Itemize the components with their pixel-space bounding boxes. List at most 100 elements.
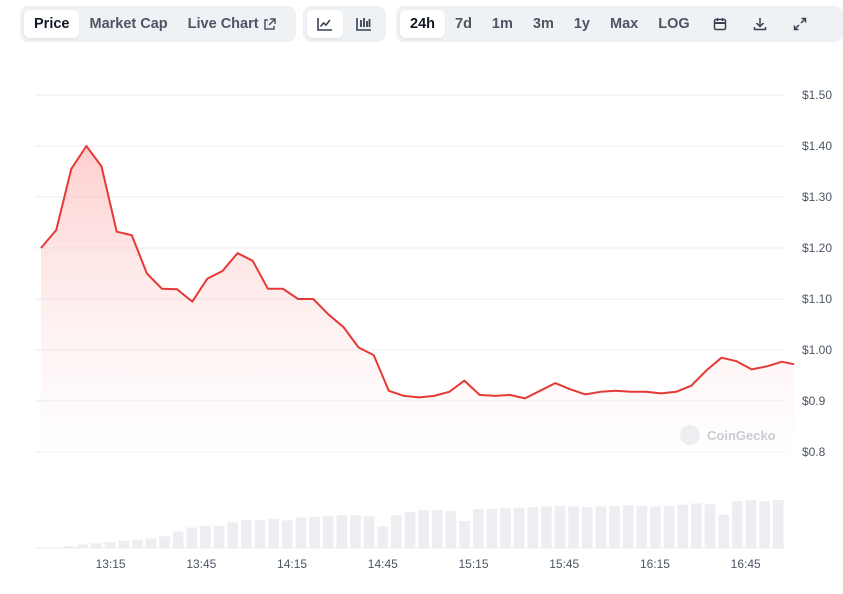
- price-line: [40, 145, 795, 400]
- volume-bar: [663, 505, 675, 548]
- candlestick-chart-button[interactable]: [346, 10, 382, 38]
- range-3m[interactable]: 3m: [532, 16, 554, 32]
- volume-bar: [118, 540, 129, 548]
- external-link-icon: [263, 17, 276, 31]
- range-log[interactable]: LOG: [658, 16, 690, 32]
- volume-bar: [363, 516, 375, 548]
- volume-bar: [459, 521, 470, 548]
- volume-bar: [91, 543, 102, 548]
- range-max[interactable]: Max: [610, 16, 639, 32]
- fullscreen-button[interactable]: [780, 10, 820, 38]
- volume-bar: [745, 500, 757, 548]
- data-type-tabs: Price Market Cap Live Chart: [20, 6, 296, 42]
- y-axis-ticks: $1.50 $1.40 $1.30 $1.20 $1.10 $1.00 $0.9 $0.8: [802, 88, 832, 459]
- volume-bar: [704, 504, 716, 548]
- volume-bar: [541, 506, 552, 548]
- watermark-text: CoinGecko: [707, 428, 776, 443]
- line-chart-icon: [317, 17, 333, 31]
- volume-bar: [241, 519, 252, 548]
- y-tick-label: $1.40: [802, 139, 832, 153]
- watermark: CoinGecko: [680, 425, 776, 445]
- volume-bar: [131, 539, 143, 548]
- range-7d[interactable]: 7d: [455, 16, 472, 32]
- x-tick-label: 13:45: [186, 557, 216, 571]
- x-tick-label: 14:15: [277, 557, 307, 571]
- volume-bar: [309, 516, 320, 548]
- line-chart-button[interactable]: [307, 10, 343, 38]
- volume-bar: [77, 544, 89, 548]
- volume-bar: [404, 511, 416, 548]
- range-24h[interactable]: 24h: [400, 10, 445, 38]
- volume-bar: [677, 504, 689, 548]
- calendar-icon: [713, 17, 727, 31]
- calendar-button[interactable]: [700, 10, 740, 38]
- live-chart-label: Live Chart: [187, 16, 259, 32]
- volume-bar: [581, 507, 593, 548]
- volume-bar: [322, 516, 334, 548]
- volume-bar: [186, 527, 198, 548]
- x-tick-label: 16:45: [731, 557, 761, 571]
- volume-bar: [772, 500, 784, 548]
- volume-bar: [486, 508, 498, 548]
- expand-icon: [793, 17, 807, 31]
- x-axis-ticks: 13:15 13:45 14:15 14:45 15:15 15:45 16:15 16:45: [96, 557, 761, 571]
- volume-bar: [691, 503, 702, 548]
- volume-bar: [336, 515, 348, 548]
- y-tick-label: $0.8: [802, 445, 826, 459]
- volume-bar: [159, 536, 170, 548]
- range-selector: 24h 7d 1m 3m 1y Max LOG: [396, 6, 843, 42]
- volume-bar: [391, 515, 402, 548]
- volume-bar: [513, 507, 525, 548]
- x-tick-label: 13:15: [96, 557, 126, 571]
- volume-bar: [36, 547, 48, 548]
- price-area-fill: [41, 146, 795, 452]
- y-tick-label: $1.50: [802, 88, 832, 102]
- volume-bar: [200, 525, 211, 548]
- volume-bar: [431, 509, 443, 548]
- tab-price[interactable]: Price: [24, 10, 80, 38]
- y-tick-label: $1.20: [802, 241, 832, 255]
- volume-bar: [50, 547, 61, 548]
- volume-bar: [377, 526, 389, 548]
- download-icon: [753, 17, 767, 31]
- volume-bar: [472, 509, 484, 548]
- y-tick-label: $0.9: [802, 394, 826, 408]
- volume-bar: [718, 514, 729, 548]
- volume-bar: [213, 525, 225, 548]
- volume-bar: [63, 546, 75, 548]
- x-tick-label: 15:45: [549, 557, 579, 571]
- range-1y[interactable]: 1y: [573, 16, 590, 32]
- tab-market-cap[interactable]: Market Cap: [89, 16, 168, 32]
- volume-bars: [35, 500, 785, 549]
- volume-bar: [759, 501, 770, 548]
- x-tick-label: 16:15: [640, 557, 670, 571]
- volume-bar: [636, 505, 648, 548]
- volume-bar: [172, 531, 184, 548]
- range-1m[interactable]: 1m: [491, 16, 513, 32]
- x-tick-label: 15:15: [458, 557, 488, 571]
- volume-bar: [731, 501, 743, 548]
- chart-type-toggle: [303, 6, 386, 42]
- volume-bar: [554, 505, 566, 548]
- volume-bar: [595, 506, 607, 548]
- y-tick-label: $1.10: [802, 292, 832, 306]
- volume-bar: [609, 505, 620, 548]
- volume-bar: [568, 506, 579, 548]
- volume-bar: [254, 519, 266, 548]
- volume-bar: [418, 509, 429, 548]
- candlestick-chart-icon: [356, 17, 372, 31]
- volume-bar: [295, 517, 307, 548]
- price-area: [40, 145, 795, 452]
- volume-bar: [445, 511, 457, 548]
- volume-bar: [281, 520, 293, 548]
- coingecko-logo-icon: [680, 425, 700, 445]
- volume-bar: [227, 522, 239, 548]
- tab-live-chart[interactable]: Live Chart: [178, 10, 286, 38]
- volume-bar: [527, 507, 539, 548]
- y-tick-label: $1.00: [802, 343, 832, 357]
- volume-bar: [650, 506, 661, 548]
- download-button[interactable]: [740, 10, 780, 38]
- volume-bar: [268, 518, 279, 548]
- volume-bar: [350, 515, 361, 548]
